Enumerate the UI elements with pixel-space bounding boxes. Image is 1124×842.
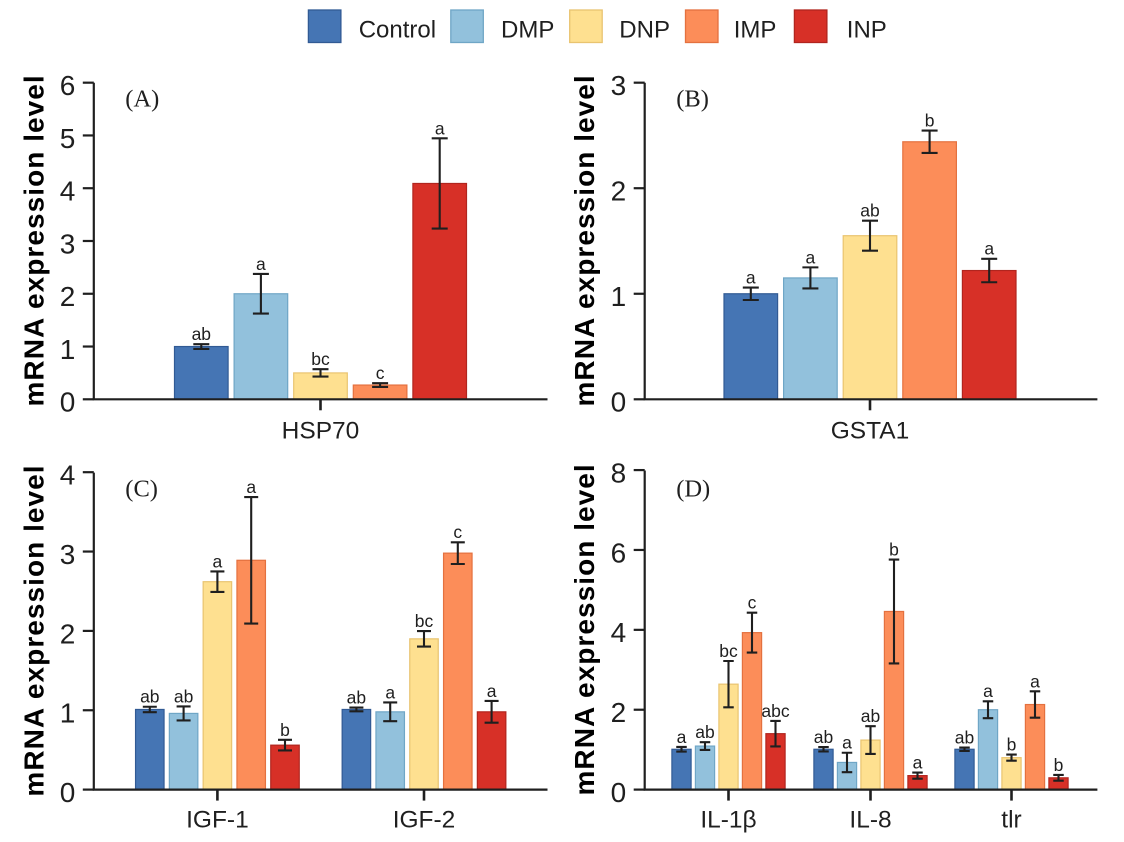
- svg-text:IL-8: IL-8: [849, 807, 891, 834]
- svg-text:3: 3: [60, 539, 76, 570]
- svg-text:a: a: [842, 733, 852, 753]
- svg-text:ab: ab: [140, 687, 159, 707]
- svg-text:ab: ab: [347, 687, 366, 707]
- svg-text:1: 1: [611, 281, 627, 312]
- svg-text:ab: ab: [174, 686, 193, 706]
- svg-text:mRNA expression level: mRNA expression level: [569, 463, 600, 795]
- svg-text:2: 2: [60, 618, 76, 649]
- svg-text:DNP: DNP: [619, 17, 670, 44]
- svg-text:b: b: [1007, 734, 1017, 754]
- svg-text:0: 0: [60, 777, 76, 808]
- svg-text:1: 1: [60, 698, 76, 729]
- svg-text:0: 0: [611, 387, 627, 418]
- svg-text:a: a: [983, 681, 993, 701]
- svg-text:IMP: IMP: [734, 17, 777, 44]
- svg-text:bc: bc: [311, 349, 330, 369]
- svg-text:ab: ab: [861, 706, 880, 726]
- svg-text:6: 6: [611, 537, 627, 568]
- svg-text:DMP: DMP: [501, 17, 554, 44]
- svg-text:c: c: [748, 593, 757, 613]
- svg-text:(B): (B): [676, 86, 709, 113]
- svg-text:IGF-1: IGF-1: [186, 807, 249, 834]
- svg-text:abc: abc: [761, 701, 789, 721]
- svg-text:4: 4: [60, 176, 76, 207]
- svg-text:IGF-2: IGF-2: [393, 807, 456, 834]
- svg-text:0: 0: [60, 387, 76, 418]
- svg-text:ab: ab: [695, 722, 714, 742]
- svg-text:a: a: [246, 477, 256, 497]
- svg-text:4: 4: [611, 617, 627, 648]
- svg-text:3: 3: [611, 70, 627, 101]
- svg-text:3: 3: [60, 228, 76, 259]
- svg-text:a: a: [1030, 671, 1040, 691]
- svg-text:a: a: [213, 551, 223, 571]
- svg-text:ab: ab: [192, 324, 211, 344]
- svg-text:a: a: [435, 118, 445, 138]
- svg-text:b: b: [280, 720, 290, 740]
- svg-text:mRNA expression level: mRNA expression level: [18, 464, 49, 796]
- svg-text:a: a: [256, 254, 266, 274]
- svg-text:mRNA expression level: mRNA expression level: [18, 74, 49, 406]
- svg-text:tlr: tlr: [1001, 807, 1021, 834]
- svg-text:ab: ab: [860, 201, 879, 221]
- svg-text:4: 4: [60, 460, 76, 491]
- svg-text:a: a: [984, 239, 994, 259]
- svg-text:bc: bc: [719, 641, 738, 661]
- svg-text:b: b: [889, 539, 899, 559]
- svg-text:bc: bc: [415, 611, 434, 631]
- svg-text:b: b: [1054, 755, 1064, 775]
- svg-text:c: c: [453, 522, 462, 542]
- svg-text:c: c: [376, 363, 385, 383]
- svg-text:(A): (A): [125, 86, 159, 113]
- svg-text:INP: INP: [847, 17, 887, 44]
- svg-text:(C): (C): [125, 476, 158, 503]
- svg-text:a: a: [677, 727, 687, 747]
- svg-text:ab: ab: [955, 727, 974, 747]
- svg-text:mRNA expression level: mRNA expression level: [569, 74, 600, 406]
- svg-text:1: 1: [60, 334, 76, 365]
- svg-text:IL-1β: IL-1β: [700, 807, 756, 834]
- svg-text:GSTA1: GSTA1: [831, 417, 910, 444]
- svg-text:a: a: [487, 681, 497, 701]
- svg-text:HSP70: HSP70: [282, 417, 360, 444]
- svg-text:2: 2: [60, 281, 76, 312]
- svg-text:6: 6: [60, 70, 76, 101]
- svg-text:2: 2: [611, 176, 627, 207]
- svg-text:8: 8: [611, 457, 627, 488]
- svg-text:b: b: [925, 111, 935, 131]
- svg-text:a: a: [746, 267, 756, 287]
- svg-text:Control: Control: [359, 17, 436, 44]
- svg-text:ab: ab: [814, 727, 833, 747]
- svg-text:(D): (D): [676, 476, 710, 503]
- svg-text:0: 0: [611, 777, 627, 808]
- svg-text:a: a: [806, 247, 816, 267]
- svg-text:a: a: [385, 682, 395, 702]
- svg-text:2: 2: [611, 697, 627, 728]
- svg-text:5: 5: [60, 123, 76, 154]
- svg-text:a: a: [913, 752, 923, 772]
